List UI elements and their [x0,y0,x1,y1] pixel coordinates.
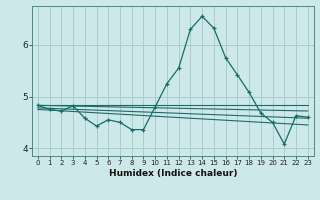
X-axis label: Humidex (Indice chaleur): Humidex (Indice chaleur) [108,169,237,178]
